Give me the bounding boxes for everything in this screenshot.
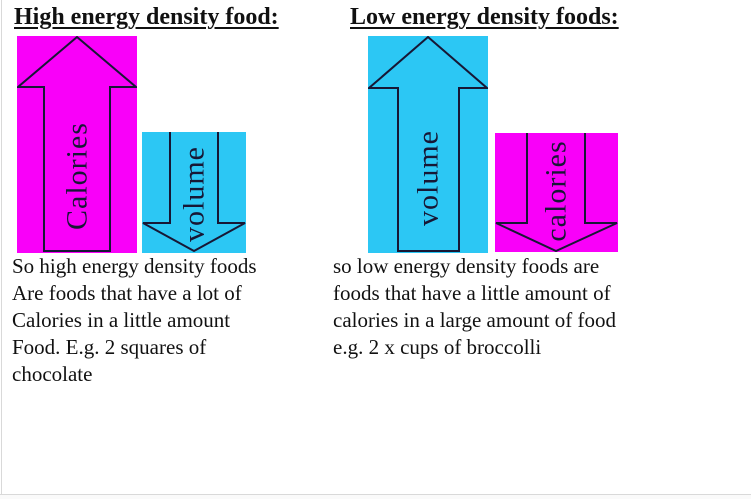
down-arrow-outline-icon — [495, 133, 618, 252]
description-line: e.g. 2 x cups of broccolli — [333, 335, 542, 359]
volume-up-arrow: volume — [368, 36, 488, 253]
description-line: foods that have a little amount of — [333, 281, 611, 305]
description-line: chocolate — [12, 362, 93, 386]
page-bottom-edge — [0, 494, 751, 495]
volume-down-arrow-label: volume — [178, 146, 211, 242]
calories-down-arrow-label: calories — [540, 140, 573, 241]
description-line: So high energy density foods — [12, 254, 257, 278]
right-panel-title: Low energy density foods: — [350, 4, 619, 30]
calories-down-arrow: calories — [495, 133, 618, 252]
right-description: so low energy density foods are foods th… — [333, 253, 693, 361]
down-arrow-outline-icon — [142, 132, 246, 253]
description-line: Are foods that have a lot of — [12, 281, 242, 305]
below-page-area — [0, 495, 751, 499]
description-line: Food. E.g. 2 squares of — [12, 335, 207, 359]
left-panel-title: High energy density food: — [14, 4, 279, 30]
volume-down-arrow: volume — [142, 132, 246, 253]
volume-up-arrow-label: volume — [412, 130, 445, 226]
description-line: Calories in a little amount — [12, 308, 231, 332]
up-arrow-outline-icon — [368, 36, 488, 252]
up-arrow-outline-icon — [17, 36, 137, 252]
left-description: So high energy density foods Are foods t… — [12, 253, 332, 388]
page-left-edge — [1, 0, 2, 495]
calories-up-arrow: Calories — [17, 36, 137, 253]
calories-up-arrow-label: Calories — [61, 122, 94, 230]
description-line: calories in a large amount of food — [333, 308, 617, 332]
description-line: so low energy density foods are — [333, 254, 600, 278]
